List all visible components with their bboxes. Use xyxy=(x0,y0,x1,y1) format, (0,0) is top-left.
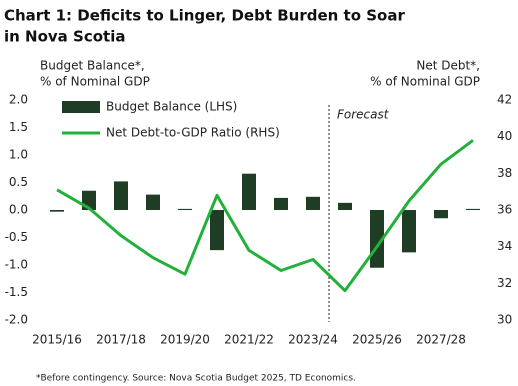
legend-swatch xyxy=(62,101,100,113)
y-tick-label: 1.5 xyxy=(9,120,28,134)
y2-tick-label: 32 xyxy=(497,276,512,290)
bar xyxy=(50,210,64,212)
bar xyxy=(434,210,448,219)
bar xyxy=(146,194,160,210)
bar xyxy=(466,208,480,210)
legend-label: Net Debt-to-GDP Ratio (RHS) xyxy=(106,126,280,140)
bar xyxy=(338,202,352,210)
y-tick-label: 2.0 xyxy=(9,93,28,107)
x-tick-label: 2021/22 xyxy=(224,333,274,347)
bar xyxy=(402,210,416,253)
y-tick-label: -1.5 xyxy=(5,285,28,299)
bar xyxy=(210,210,224,251)
x-tick-label: 2023/24 xyxy=(288,333,338,347)
y-tick-label: 0.0 xyxy=(9,203,28,217)
y2-tick-label: 42 xyxy=(497,93,512,107)
chart-title: in Nova Scotia xyxy=(4,28,125,46)
x-tick-label: 2025/26 xyxy=(352,333,402,347)
legend-label: Budget Balance (LHS) xyxy=(106,100,237,114)
bar xyxy=(242,173,256,210)
y-tick-label: -0.5 xyxy=(5,230,28,244)
footnote: *Before contingency. Source: Nova Scotia… xyxy=(36,374,356,384)
x-tick-label: 2019/20 xyxy=(160,333,210,347)
y2-axis-label: Net Debt*, xyxy=(416,59,480,73)
bar xyxy=(274,197,288,210)
y-axis-label: Budget Balance*, xyxy=(40,59,145,73)
bar xyxy=(178,208,192,210)
y2-axis-label: % of Nominal GDP xyxy=(370,75,480,89)
bar xyxy=(306,196,320,210)
chart-title: Chart 1: Deficits to Linger, Debt Burden… xyxy=(4,7,405,25)
x-tick-label: 2015/16 xyxy=(32,333,82,347)
y-tick-label: 0.5 xyxy=(9,175,28,189)
y2-tick-label: 30 xyxy=(497,313,512,327)
y2-tick-label: 40 xyxy=(497,129,512,143)
y2-tick-label: 34 xyxy=(497,239,512,253)
bar xyxy=(114,181,128,210)
y-tick-label: -1.0 xyxy=(5,258,28,272)
y2-tick-label: 38 xyxy=(497,166,512,180)
y2-tick-label: 36 xyxy=(497,203,512,217)
annotation: Forecast xyxy=(337,108,390,122)
x-tick-label: 2027/28 xyxy=(416,333,466,347)
line xyxy=(56,139,474,293)
y-axis-label: % of Nominal GDP xyxy=(40,75,150,89)
y-tick-label: 1.0 xyxy=(9,148,28,162)
y-tick-label: -2.0 xyxy=(5,313,28,327)
x-tick-label: 2017/18 xyxy=(96,333,146,347)
